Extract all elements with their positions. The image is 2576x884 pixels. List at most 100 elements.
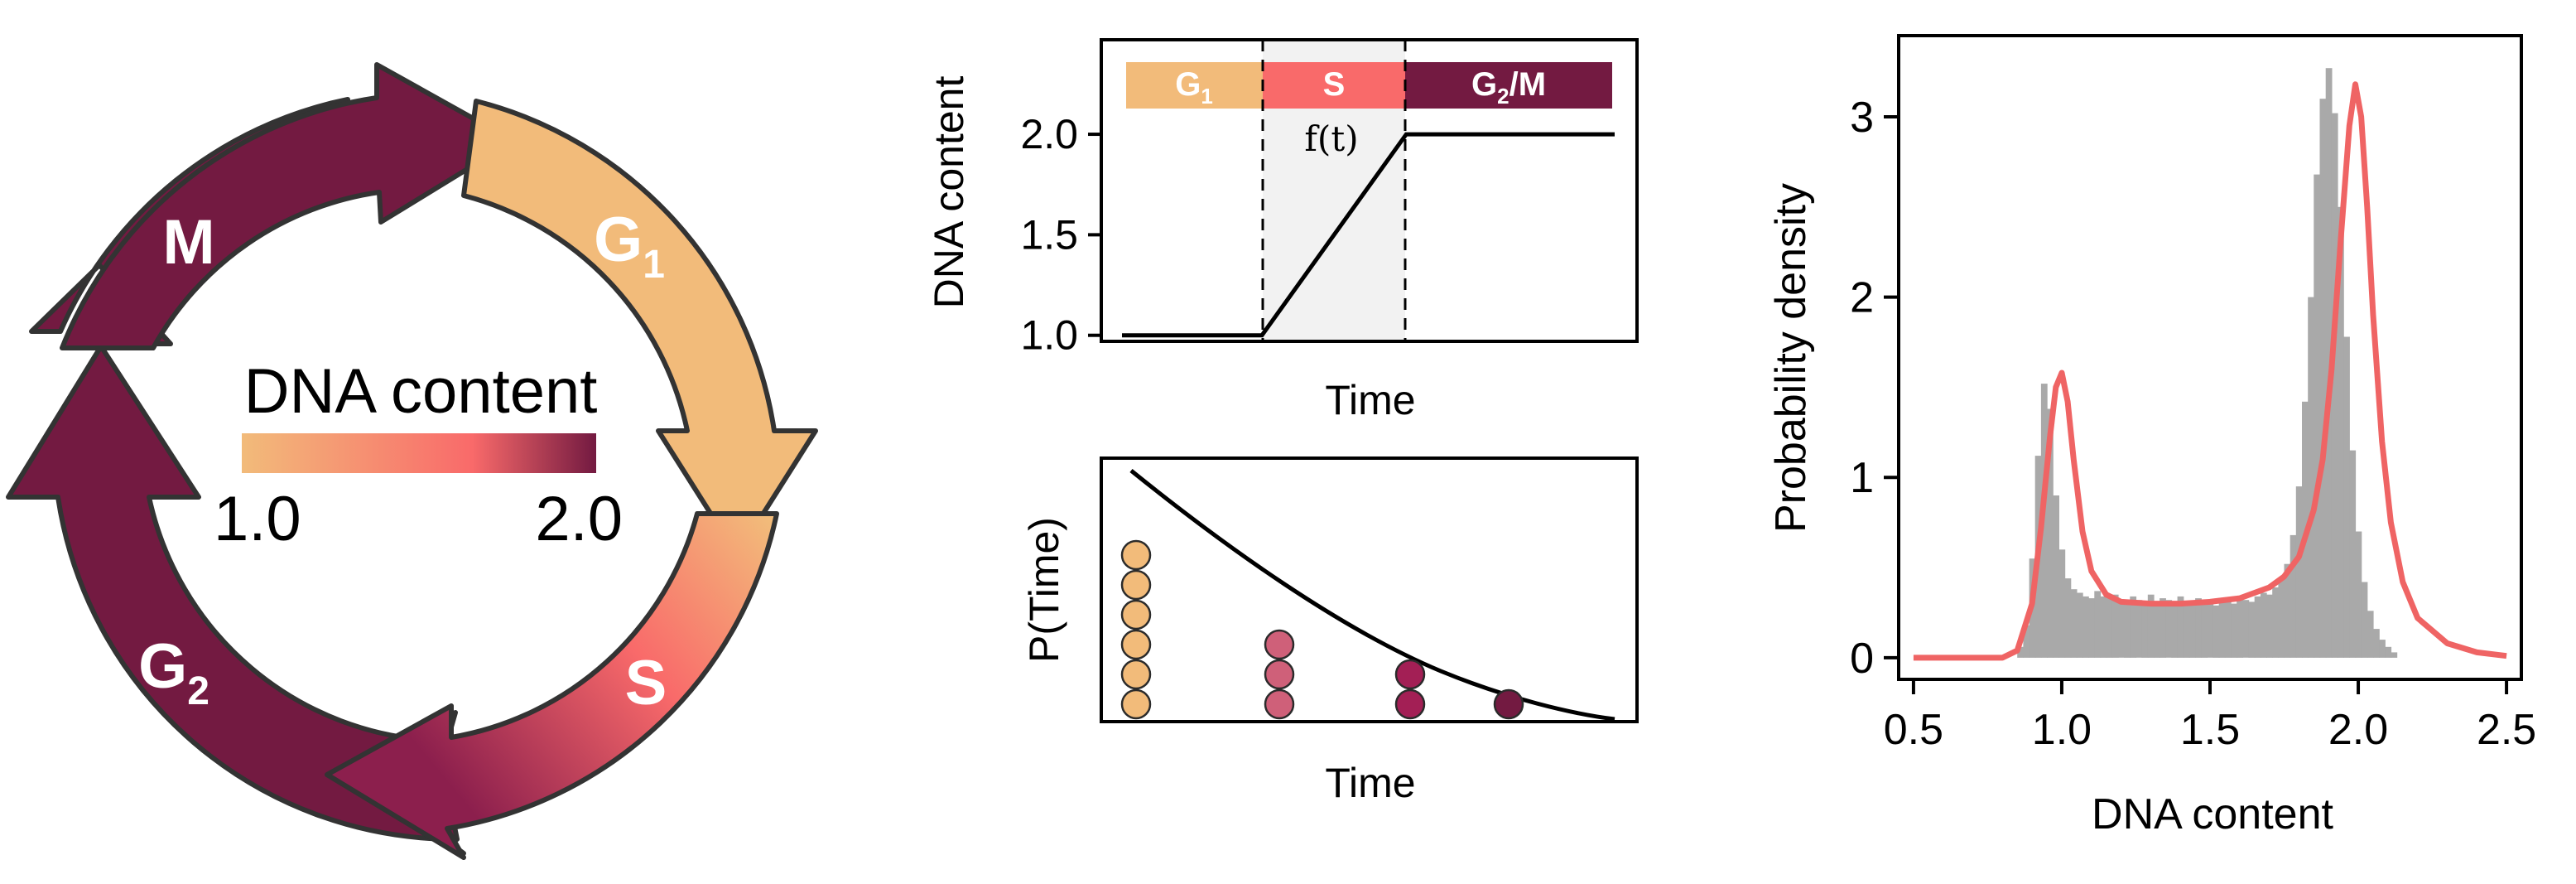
histogram-bar xyxy=(2188,605,2196,658)
histogram-y-ticks: 0 1 2 3 xyxy=(1850,94,1899,683)
colorbar-title: DNA content xyxy=(244,356,598,427)
histogram-bar xyxy=(2160,598,2166,658)
histogram-bar xyxy=(2248,601,2256,658)
dna-content-time-plot: G1 S G2/M f(t) 1.0 1.5 2.0 DNA content Tim… xyxy=(926,38,1639,423)
histogram-bar xyxy=(2331,113,2338,658)
histogram-frame xyxy=(1897,34,2523,681)
histogram-bar xyxy=(2260,592,2267,658)
histogram-bar xyxy=(2017,646,2024,658)
g1-label: G1 xyxy=(594,205,665,287)
cell-dot xyxy=(1394,688,1426,720)
histogram-bars xyxy=(2017,68,2398,658)
histogram-bar xyxy=(2224,601,2232,658)
decay-plot-frame xyxy=(1100,456,1639,723)
histogram-bar xyxy=(2242,600,2250,658)
cell-dot xyxy=(1394,659,1426,690)
histogram-bar xyxy=(2319,99,2327,658)
histogram-x-ticks: 0.5 1.0 1.5 2.0 2.5 xyxy=(1884,679,2536,754)
histogram-bar xyxy=(2100,596,2107,658)
histogram-x-tick-label: 0.5 xyxy=(1884,706,1943,754)
decay-curve xyxy=(1129,469,1615,722)
fit-curve xyxy=(1913,81,2507,661)
histogram-x-tick-label: 2.5 xyxy=(2477,706,2536,754)
histogram-bar xyxy=(2118,600,2125,658)
s-label: S xyxy=(625,648,667,718)
histogram-bar xyxy=(2064,578,2072,658)
colorbar-max-label: 2.0 xyxy=(535,484,623,554)
histogram-bar xyxy=(2338,206,2344,658)
decay-x-axis-label: Time xyxy=(1325,760,1415,806)
dna-histogram-chart: 0.5 1.0 1.5 2.0 2.5 0 1 2 3 Probability density… xyxy=(1767,34,2536,838)
histogram-x-tick-label: 1.5 xyxy=(2180,706,2240,754)
g2-label: G2 xyxy=(138,631,209,713)
cell-cycle-diagram: M G1 S G2 DNA content 1.0 2.0 xyxy=(6,62,818,860)
histogram-bar xyxy=(2231,603,2237,658)
phase-bar-g2m xyxy=(1405,62,1612,109)
histogram-bar xyxy=(2088,598,2095,658)
histogram-bar xyxy=(2254,596,2261,658)
histogram-bar xyxy=(2373,629,2380,658)
histogram-bar xyxy=(2124,601,2131,658)
histogram-bar xyxy=(2141,603,2149,658)
histogram-bar xyxy=(2154,601,2160,658)
histogram-bar xyxy=(2147,594,2155,658)
cell-dot xyxy=(1264,629,1295,660)
phase-y-tick-label: 2.0 xyxy=(1020,111,1078,157)
phase-label-s: S xyxy=(1323,66,1346,103)
histogram-bar xyxy=(2076,592,2083,658)
histogram-x-tick-label: 1.0 xyxy=(2032,706,2092,754)
phase-bar-g1 xyxy=(1126,62,1263,109)
dna-content-curve xyxy=(1122,132,1615,338)
histogram-bar xyxy=(2165,600,2173,658)
cell-dots xyxy=(1120,539,1524,720)
histogram-bar xyxy=(2183,601,2190,658)
histogram-bar xyxy=(2343,336,2350,658)
cell-dot xyxy=(1120,599,1152,630)
histogram-bar xyxy=(2201,603,2208,658)
histogram-bar xyxy=(2111,594,2119,658)
histogram-bar xyxy=(2325,68,2333,658)
curve-label: f(t) xyxy=(1304,118,1358,159)
histogram-bar xyxy=(2218,598,2226,658)
cell-dot xyxy=(1120,539,1152,571)
phase-y-axis-label: DNA content xyxy=(926,76,972,309)
g1-band xyxy=(461,99,818,558)
phase-y-tick-label: 1.5 xyxy=(1020,211,1078,258)
histogram-y-tick-label: 3 xyxy=(1850,94,1874,142)
histogram-bar xyxy=(2177,596,2184,658)
histogram-bar xyxy=(2349,450,2357,658)
cell-dot xyxy=(1120,659,1152,690)
phase-bar-s xyxy=(1263,62,1405,109)
histogram-bar xyxy=(2082,596,2089,658)
histogram-bar xyxy=(2130,596,2137,658)
histogram-y-tick-label: 2 xyxy=(1850,274,1874,322)
histogram-x-tick-label: 2.0 xyxy=(2328,706,2388,754)
histogram-bar xyxy=(2053,495,2059,658)
histogram-bar xyxy=(2367,611,2374,658)
cell-dot xyxy=(1120,629,1152,660)
cell-dot xyxy=(1493,688,1524,720)
histogram-y-axis-label: Probability density xyxy=(1767,183,1815,533)
histogram-bar xyxy=(2106,598,2113,658)
histogram-bar xyxy=(2385,646,2392,658)
histogram-bar xyxy=(2272,587,2279,658)
histogram-bar xyxy=(2361,582,2368,658)
histogram-y-tick-label: 1 xyxy=(1850,454,1874,502)
histogram-y-tick-label: 0 xyxy=(1850,635,1874,683)
histogram-bar xyxy=(2135,600,2143,658)
histogram-x-axis-label: DNA content xyxy=(2092,790,2333,838)
histogram-bar xyxy=(2284,563,2291,658)
histogram-bar xyxy=(2379,640,2386,658)
cell-dot xyxy=(1264,659,1295,690)
histogram-bar xyxy=(2278,578,2285,658)
histogram-bar xyxy=(2207,600,2214,658)
histogram-bar xyxy=(2237,596,2243,658)
phase-label-g2m: G2/M xyxy=(1471,66,1546,109)
histogram-bar xyxy=(2308,297,2314,658)
phase-x-axis-label: Time xyxy=(1325,377,1415,423)
left-band xyxy=(6,344,460,843)
histogram-bar xyxy=(2058,549,2066,658)
phase-label-g1: G1 xyxy=(1175,66,1213,109)
histogram-bar xyxy=(2047,408,2054,658)
